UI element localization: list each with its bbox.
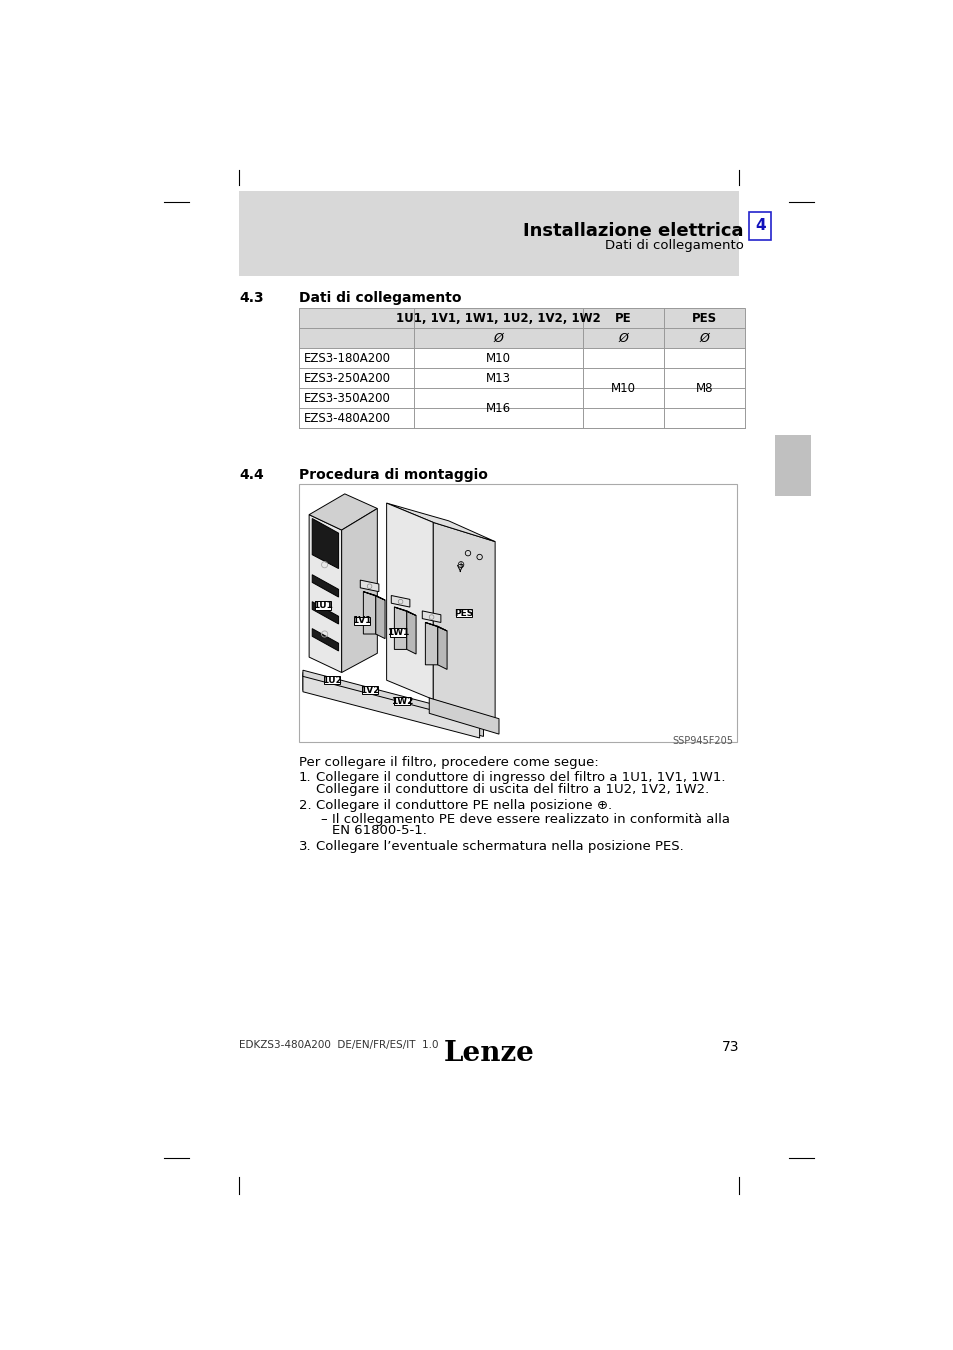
Polygon shape — [406, 612, 416, 653]
Bar — [324, 676, 340, 684]
Text: Ø: Ø — [700, 332, 709, 344]
Text: M10: M10 — [610, 382, 636, 396]
Bar — [748, 212, 770, 240]
Bar — [314, 601, 331, 610]
Polygon shape — [425, 622, 437, 664]
Polygon shape — [391, 595, 410, 608]
Polygon shape — [303, 670, 479, 722]
Polygon shape — [363, 591, 375, 634]
Polygon shape — [341, 509, 377, 672]
Polygon shape — [309, 494, 377, 531]
Text: 1V1: 1V1 — [352, 617, 371, 625]
Text: EZS3-180A200: EZS3-180A200 — [303, 352, 391, 365]
Polygon shape — [360, 580, 378, 591]
Polygon shape — [386, 504, 433, 699]
Text: Ø: Ø — [493, 332, 502, 344]
Bar — [774, 435, 810, 497]
Polygon shape — [433, 522, 495, 718]
Bar — [298, 308, 744, 348]
Text: PES: PES — [454, 609, 474, 618]
Text: Collegare il conduttore di uscita del filtro a 1U2, 1V2, 1W2.: Collegare il conduttore di uscita del fi… — [315, 783, 709, 795]
Polygon shape — [303, 672, 479, 738]
Text: Dati di collegamento: Dati di collegamento — [298, 292, 461, 305]
Polygon shape — [312, 602, 338, 624]
Text: M13: M13 — [485, 371, 510, 385]
Text: EZS3-350A200: EZS3-350A200 — [303, 392, 390, 405]
Polygon shape — [309, 514, 341, 672]
Text: –: – — [320, 813, 327, 826]
Text: M10: M10 — [485, 352, 510, 365]
Bar — [354, 617, 370, 625]
Text: Il collegamento PE deve essere realizzato in conformità alla: Il collegamento PE deve essere realizzat… — [332, 813, 729, 826]
Text: 1U1: 1U1 — [313, 601, 333, 610]
Text: ⊕: ⊕ — [456, 560, 464, 570]
Polygon shape — [394, 608, 416, 616]
Text: Collegare il conduttore di ingresso del filtro a 1U1, 1V1, 1W1.: Collegare il conduttore di ingresso del … — [315, 771, 725, 784]
Text: Collegare il conduttore PE nella posizione ⊕.: Collegare il conduttore PE nella posizio… — [315, 799, 612, 811]
Polygon shape — [386, 504, 495, 541]
Text: PES: PES — [692, 312, 717, 325]
Text: 3.: 3. — [298, 840, 312, 853]
Polygon shape — [394, 608, 406, 649]
Polygon shape — [375, 595, 385, 639]
Text: 1U1, 1V1, 1W1, 1U2, 1V2, 1W2: 1U1, 1V1, 1W1, 1U2, 1V2, 1W2 — [395, 312, 600, 325]
Bar — [361, 686, 377, 694]
Text: Per collegare il filtro, procedere come segue:: Per collegare il filtro, procedere come … — [298, 756, 598, 768]
Text: 1V2: 1V2 — [359, 686, 379, 695]
Text: Procedura di montaggio: Procedura di montaggio — [298, 468, 487, 482]
Polygon shape — [429, 698, 498, 734]
Bar — [239, 192, 739, 275]
Text: M8: M8 — [696, 382, 713, 396]
Text: 1.: 1. — [298, 771, 312, 784]
Text: Installazione elettrica: Installazione elettrica — [523, 221, 743, 240]
Text: EDKZS3-480A200  DE/EN/FR/ES/IT  1.0: EDKZS3-480A200 DE/EN/FR/ES/IT 1.0 — [239, 1040, 438, 1050]
Polygon shape — [363, 591, 385, 601]
Text: Dati di collegamento: Dati di collegamento — [604, 239, 743, 252]
Polygon shape — [425, 622, 447, 630]
Polygon shape — [422, 612, 440, 622]
Text: EN 61800-5-1.: EN 61800-5-1. — [332, 825, 426, 837]
Text: Lenze: Lenze — [443, 1040, 534, 1066]
Text: Ø: Ø — [618, 332, 628, 344]
Text: Collegare l’eventuale schermatura nella posizione PES.: Collegare l’eventuale schermatura nella … — [315, 840, 683, 853]
Polygon shape — [312, 629, 338, 651]
Polygon shape — [312, 518, 338, 568]
Text: 4.4: 4.4 — [239, 468, 264, 482]
Text: 1W2: 1W2 — [391, 697, 413, 706]
Text: EZS3-250A200: EZS3-250A200 — [303, 371, 391, 385]
Polygon shape — [437, 626, 447, 670]
Text: 4: 4 — [754, 219, 764, 234]
Bar — [390, 628, 406, 637]
Text: PE: PE — [615, 312, 631, 325]
Bar — [456, 609, 472, 617]
Bar — [298, 483, 736, 741]
Text: EZS3-480A200: EZS3-480A200 — [303, 412, 391, 425]
Text: 2.: 2. — [298, 799, 312, 811]
Text: M16: M16 — [485, 402, 510, 414]
Text: 4.3: 4.3 — [239, 292, 264, 305]
Text: 1W1: 1W1 — [387, 628, 409, 637]
Bar — [394, 697, 410, 705]
Text: SSP945F205: SSP945F205 — [671, 736, 732, 745]
Polygon shape — [312, 575, 338, 597]
Polygon shape — [303, 675, 483, 736]
Text: 1U2: 1U2 — [322, 676, 342, 684]
Text: 73: 73 — [721, 1040, 739, 1054]
Bar — [298, 308, 744, 428]
